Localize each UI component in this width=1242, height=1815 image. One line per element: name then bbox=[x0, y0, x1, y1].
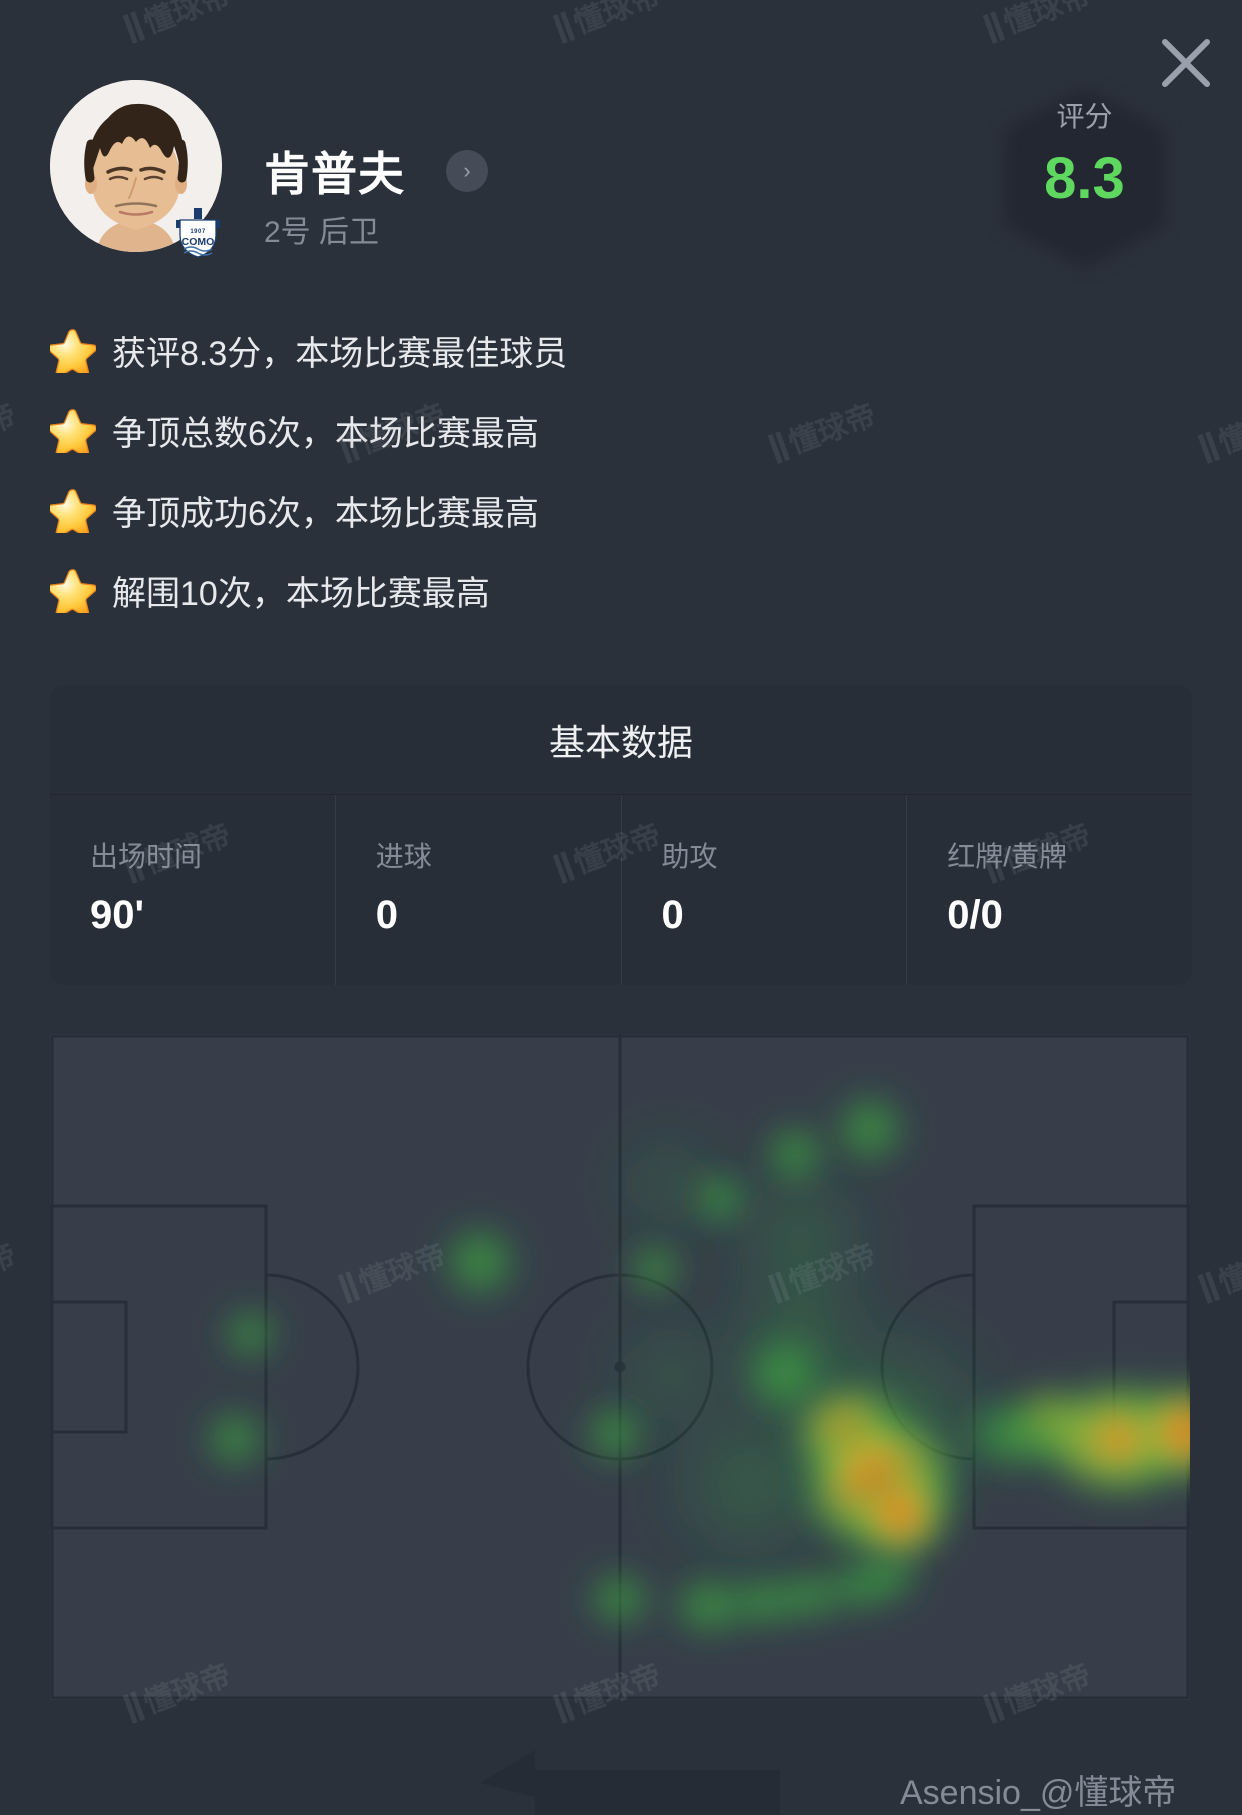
svg-text:COMO: COMO bbox=[182, 236, 215, 248]
svg-text:1907: 1907 bbox=[190, 229, 206, 235]
